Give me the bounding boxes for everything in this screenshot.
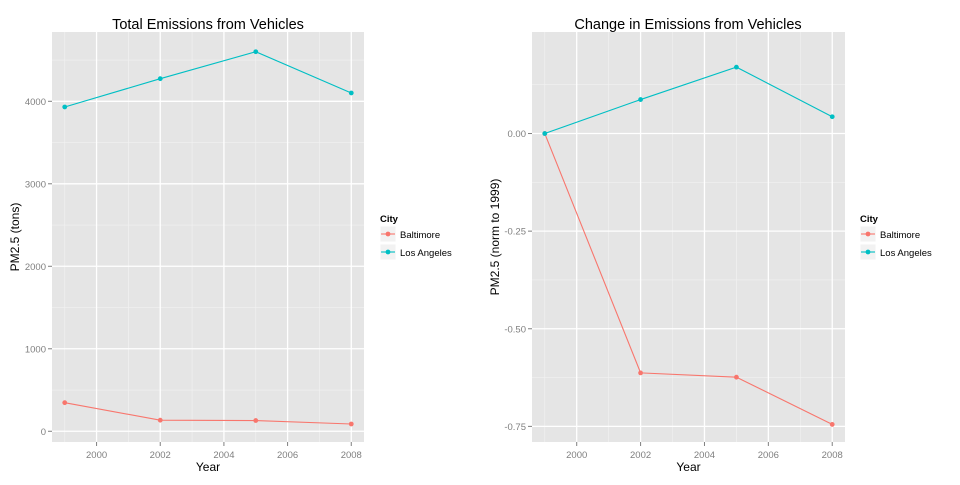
legend-label: Los Angeles — [880, 248, 932, 259]
legend-key-point — [385, 249, 391, 255]
data-point-baltimore — [157, 417, 163, 423]
x-tick-label: 2008 — [341, 450, 362, 461]
y-tick-label: 0 — [41, 427, 46, 438]
x-tick-label: 2008 — [822, 450, 843, 461]
x-tick-label: 2002 — [150, 450, 171, 461]
data-point-los-angeles — [348, 90, 354, 96]
x-tick-label: 2002 — [630, 450, 651, 461]
y-tick-label: 2000 — [25, 262, 46, 273]
y-tick-label: 3000 — [25, 179, 46, 190]
data-point-los-angeles — [253, 49, 259, 55]
x-tick-label: 2006 — [758, 450, 779, 461]
legend-key-point — [865, 249, 871, 255]
data-point-baltimore — [734, 374, 739, 380]
legend-label: Los Angeles — [400, 248, 452, 259]
legend-title: City — [380, 214, 399, 225]
data-point-baltimore — [62, 400, 68, 406]
y-tick-label: -0.50 — [504, 324, 526, 335]
chart-title: Change in Emissions from Vehicles — [574, 17, 801, 33]
data-point-baltimore — [348, 421, 354, 427]
data-point-baltimore — [638, 370, 643, 376]
series-line-los-angeles — [544, 66, 833, 135]
plot-background — [532, 32, 845, 442]
legend-label: Baltimore — [400, 230, 440, 241]
y-axis-label: PM2.5 (tons) — [8, 203, 22, 272]
series-line-los-angeles — [64, 51, 352, 108]
chart-panel-1: 2000 2002 2004 2006 2008 0 1000 2000 3000 4000 Tot… — [8, 17, 452, 474]
data-point-los-angeles — [638, 97, 643, 102]
x-tick-label: 2000 — [86, 450, 107, 461]
data-point-los-angeles — [157, 76, 163, 82]
data-point-baltimore — [829, 422, 835, 427]
x-tick-label: 2004 — [694, 450, 715, 461]
data-point-los-angeles — [734, 64, 739, 70]
y-tick-label: -0.75 — [504, 422, 526, 433]
data-point-los-angeles — [829, 114, 835, 120]
series-line-baltimore — [64, 402, 352, 425]
x-axis-label: Year — [676, 460, 700, 474]
data-point-los-angeles — [542, 131, 548, 136]
chart-title: Total Emissions from Vehicles — [112, 17, 304, 33]
x-tick-label: 2000 — [566, 450, 587, 461]
legend-key-point — [385, 231, 391, 237]
y-tick-label: 4000 — [25, 97, 46, 108]
legend-key-point — [865, 231, 871, 237]
x-tick-label: 2004 — [213, 450, 234, 461]
x-tick-label: 2006 — [277, 450, 298, 461]
y-tick-label: 0.00 — [508, 129, 527, 140]
y-axis-label: PM2.5 (norm to 1999) — [488, 179, 502, 296]
data-point-los-angeles — [62, 104, 68, 110]
y-tick-label: -0.25 — [504, 227, 526, 238]
x-axis-label: Year — [196, 460, 220, 474]
plot-background — [52, 32, 364, 442]
series-line-baltimore — [544, 133, 833, 425]
legend-label: Baltimore — [880, 230, 920, 241]
chart-panel-2: 2000 2002 2004 2006 2008 0.00 -0.25 -0.50 -0.75 C… — [488, 17, 932, 474]
data-point-baltimore — [253, 418, 259, 423]
legend-title: City — [860, 214, 879, 225]
y-tick-label: 1000 — [25, 344, 46, 355]
